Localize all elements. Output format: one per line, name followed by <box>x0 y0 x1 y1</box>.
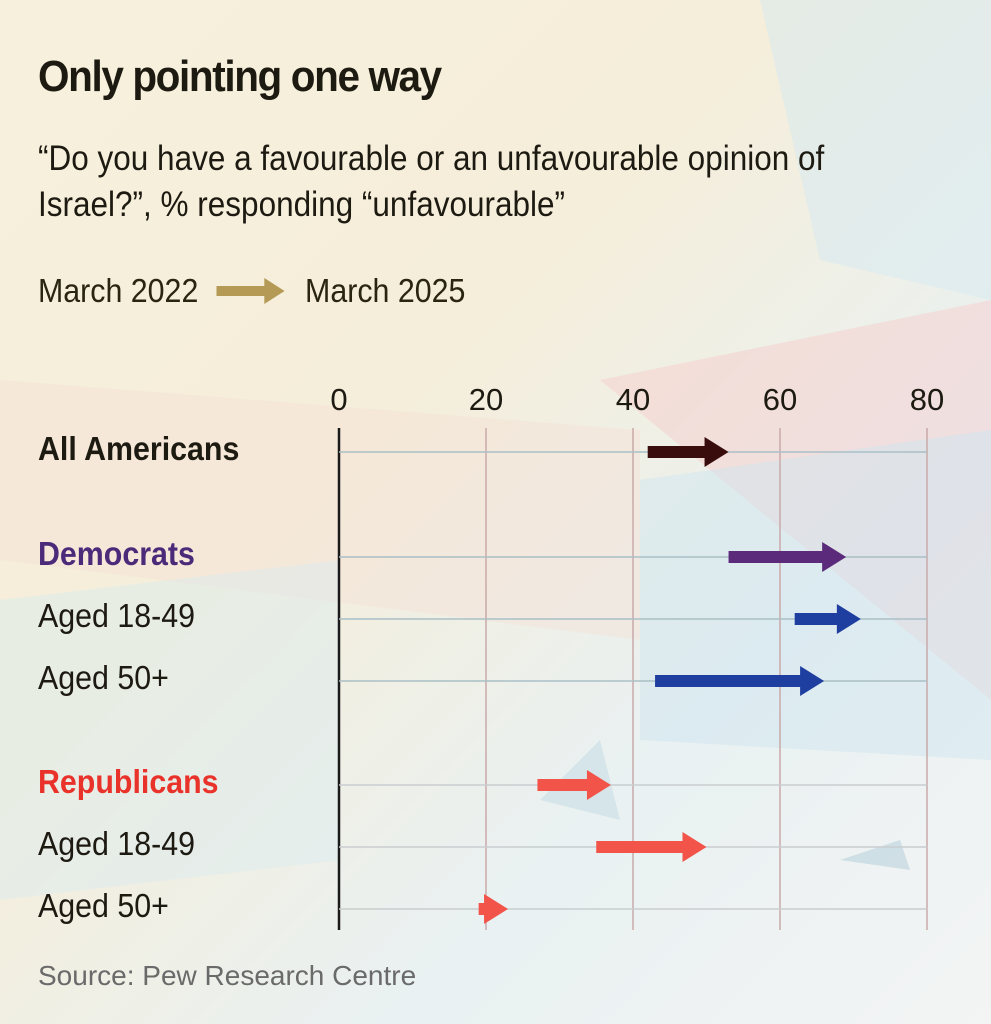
row-label: Democrats <box>38 535 195 572</box>
row-label: Aged 18-49 <box>38 597 195 634</box>
row-label: Aged 50+ <box>38 887 169 924</box>
legend-arrow-icon <box>216 278 285 304</box>
chart-subtitle: “Do you have a favourable or an unfavour… <box>38 139 825 224</box>
change-arrow <box>537 770 611 800</box>
change-arrow <box>647 437 729 467</box>
x-tick-label: 60 <box>763 382 797 417</box>
x-tick-label: 0 <box>330 382 347 417</box>
source-note: Source: Pew Research Centre <box>38 960 417 991</box>
x-tick-label: 20 <box>469 382 503 417</box>
row-label: Aged 50+ <box>38 659 169 696</box>
legend-from-label: March 2022 <box>38 272 199 309</box>
change-arrow <box>794 604 861 634</box>
change-arrow <box>728 542 847 572</box>
chart-title: Only pointing one way <box>38 52 442 101</box>
row-label: All Americans <box>38 430 240 467</box>
legend-to-label: March 2025 <box>305 272 466 309</box>
change-arrow <box>655 666 825 696</box>
row-label: Republicans <box>38 763 219 800</box>
legend: March 2022 March 2025 <box>38 272 465 310</box>
change-arrow <box>478 894 509 924</box>
x-tick-label: 80 <box>910 382 944 417</box>
x-tick-label: 40 <box>616 382 650 417</box>
row-label: Aged 18-49 <box>38 825 195 862</box>
change-arrow <box>596 832 707 862</box>
